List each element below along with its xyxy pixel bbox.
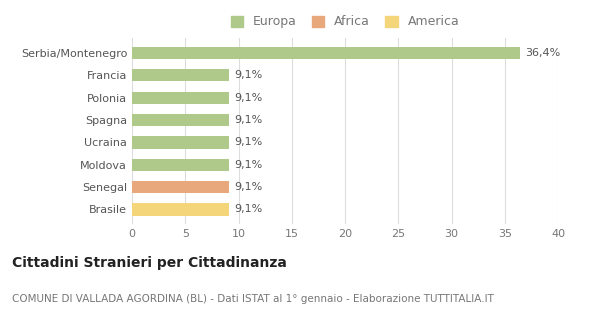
Bar xyxy=(132,47,520,59)
Text: COMUNE DI VALLADA AGORDINA (BL) - Dati ISTAT al 1° gennaio - Elaborazione TUTTIT: COMUNE DI VALLADA AGORDINA (BL) - Dati I… xyxy=(12,294,494,304)
Bar xyxy=(132,69,229,82)
Bar xyxy=(132,159,229,171)
Bar xyxy=(132,181,229,193)
Text: 36,4%: 36,4% xyxy=(525,48,560,58)
Bar xyxy=(132,136,229,148)
Text: 9,1%: 9,1% xyxy=(234,204,262,214)
Legend: Europa, Africa, America: Europa, Africa, America xyxy=(230,15,460,28)
Text: 9,1%: 9,1% xyxy=(234,70,262,80)
Text: 9,1%: 9,1% xyxy=(234,182,262,192)
Text: 9,1%: 9,1% xyxy=(234,115,262,125)
Bar xyxy=(132,114,229,126)
Text: 9,1%: 9,1% xyxy=(234,137,262,148)
Bar xyxy=(132,203,229,216)
Text: 9,1%: 9,1% xyxy=(234,93,262,103)
Bar xyxy=(132,92,229,104)
Text: Cittadini Stranieri per Cittadinanza: Cittadini Stranieri per Cittadinanza xyxy=(12,256,287,270)
Text: 9,1%: 9,1% xyxy=(234,160,262,170)
